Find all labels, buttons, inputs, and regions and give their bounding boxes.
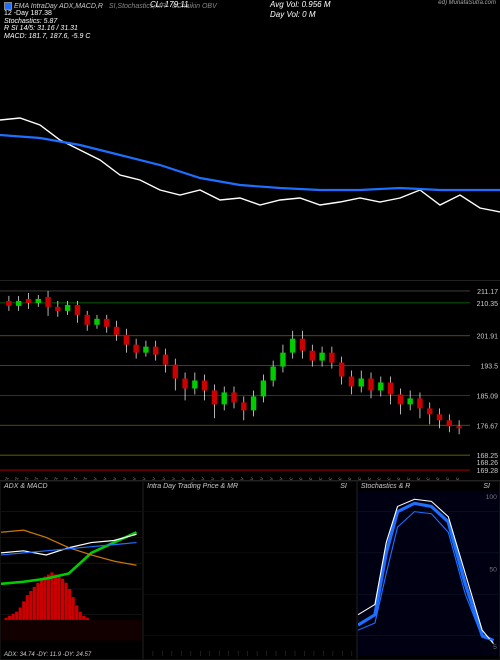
intraday-si: SI <box>340 483 347 490</box>
svg-text:01 Nov: 01 Nov <box>88 476 99 480</box>
svg-text:19 Oct: 19 Oct <box>10 476 21 480</box>
svg-text:15 Nov: 15 Nov <box>176 476 187 480</box>
svg-text:50: 50 <box>489 567 497 574</box>
svg-text:27 Dec: 27 Dec <box>450 476 461 480</box>
svg-text:14 Dec: 14 Dec <box>371 476 382 480</box>
svg-text:201.91: 201.91 <box>477 334 498 341</box>
svg-text:08 Dec: 08 Dec <box>332 476 343 480</box>
svg-text:210.35: 210.35 <box>477 301 498 308</box>
chart-header: EMA IntraDay ADX,MACD,R SI,Stochastics,M… <box>0 0 500 40</box>
indicator-row: ADX & MACD ADX: 34.74 -DY: 11.9 -DY: 24.… <box>0 480 500 660</box>
svg-text:26 Oct: 26 Oct <box>49 476 60 480</box>
svg-text:16 Nov: 16 Nov <box>185 476 196 480</box>
svg-text:20 Dec: 20 Dec <box>411 476 422 480</box>
svg-text:03 Nov: 03 Nov <box>107 476 118 480</box>
adx-title: ADX & MACD <box>1 482 142 491</box>
stoch-si: SI <box>483 483 490 490</box>
svg-text:04 Dec: 04 Dec <box>293 476 304 480</box>
svg-text:185.09: 185.09 <box>477 393 498 400</box>
svg-text:168.25: 168.25 <box>477 453 498 460</box>
svg-text:23 Oct: 23 Oct <box>29 476 40 480</box>
svg-text:05 Dec: 05 Dec <box>303 476 314 480</box>
svg-text:21 Dec: 21 Dec <box>420 476 431 480</box>
stochastics-panel: Stochastics & R SI 100 50 5 <box>357 481 500 660</box>
svg-text:26 Dec: 26 Dec <box>440 476 451 480</box>
stat-rsi: R SI 14/5: 31.16 / 31.31 <box>4 25 109 33</box>
svg-text:211.17: 211.17 <box>477 289 498 296</box>
svg-text:20 Oct: 20 Oct <box>19 476 30 480</box>
ema-value: 12 -Day 187.38 <box>4 10 109 18</box>
svg-text:169.28: 169.28 <box>477 468 498 475</box>
intraday-panel: Intra Day Trading Price & MR SI <box>143 481 357 660</box>
adx-macd-panel: ADX & MACD ADX: 34.74 -DY: 11.9 -DY: 24.… <box>0 481 143 660</box>
svg-text:06 Nov: 06 Nov <box>117 476 128 480</box>
svg-text:168.26: 168.26 <box>477 460 498 467</box>
svg-text:193.5: 193.5 <box>481 364 499 371</box>
svg-text:20 Nov: 20 Nov <box>205 476 216 480</box>
svg-text:13 Dec: 13 Dec <box>362 476 373 480</box>
svg-text:08 Nov: 08 Nov <box>137 476 148 480</box>
price-line-chart <box>0 40 500 280</box>
svg-text:21 Nov: 21 Nov <box>215 476 226 480</box>
svg-text:10 Nov: 10 Nov <box>156 476 167 480</box>
svg-text:24 Oct: 24 Oct <box>39 476 50 480</box>
svg-text:31 Oct: 31 Oct <box>78 476 89 480</box>
svg-text:12 Dec: 12 Dec <box>352 476 363 480</box>
svg-text:07 Nov: 07 Nov <box>127 476 138 480</box>
avg-vol: Avg Vol: 0.956 M <box>270 0 330 9</box>
source-label: ed) MunafaSutra.com <box>438 0 496 6</box>
svg-text:15 Dec: 15 Dec <box>381 476 392 480</box>
svg-text:18 Oct: 18 Oct <box>0 476 11 480</box>
ema-color-swatch <box>4 2 12 10</box>
stoch-title: Stochastics & R <box>361 483 410 490</box>
svg-text:11 Dec: 11 Dec <box>342 476 353 480</box>
svg-text:13 Nov: 13 Nov <box>166 476 177 480</box>
svg-text:23 Nov: 23 Nov <box>234 476 245 480</box>
adx-values: ADX: 34.74 -DY: 11.9 -DY: 24.57 <box>4 652 91 658</box>
svg-text:28 Nov: 28 Nov <box>254 476 265 480</box>
candlestick-chart: 211.17 210.35 201.91 193.5 185.09 176.67 168.2… <box>0 280 500 480</box>
svg-text:01 Dec: 01 Dec <box>283 476 294 480</box>
day-vol: Day Vol: 0 M <box>270 10 316 19</box>
svg-text:5: 5 <box>493 644 497 651</box>
svg-text:30 Oct: 30 Oct <box>68 476 79 480</box>
svg-text:22 Nov: 22 Nov <box>225 476 236 480</box>
svg-text:176.67: 176.67 <box>477 423 498 430</box>
svg-text:30 Nov: 30 Nov <box>274 476 285 480</box>
svg-text:07 Dec: 07 Dec <box>322 476 333 480</box>
svg-text:24 Nov: 24 Nov <box>244 476 255 480</box>
ema-label: EMA IntraDay ADX,MACD,R <box>14 3 103 10</box>
svg-text:06 Dec: 06 Dec <box>313 476 324 480</box>
svg-text:29 Nov: 29 Nov <box>264 476 275 480</box>
svg-text:09 Nov: 09 Nov <box>146 476 157 480</box>
stat-stochastics: Stochastics: 5.87 <box>4 18 109 26</box>
intraday-title: Intra Day Trading Price & MR <box>147 483 238 490</box>
svg-text:17 Nov: 17 Nov <box>195 476 206 480</box>
svg-text:02 Nov: 02 Nov <box>97 476 108 480</box>
svg-text:19 Dec: 19 Dec <box>401 476 412 480</box>
svg-text:27 Oct: 27 Oct <box>59 476 70 480</box>
close-price: CL: 179.11 <box>150 0 189 9</box>
svg-text:18 Dec: 18 Dec <box>391 476 402 480</box>
svg-text:100: 100 <box>485 494 497 501</box>
svg-text:22 Dec: 22 Dec <box>430 476 441 480</box>
